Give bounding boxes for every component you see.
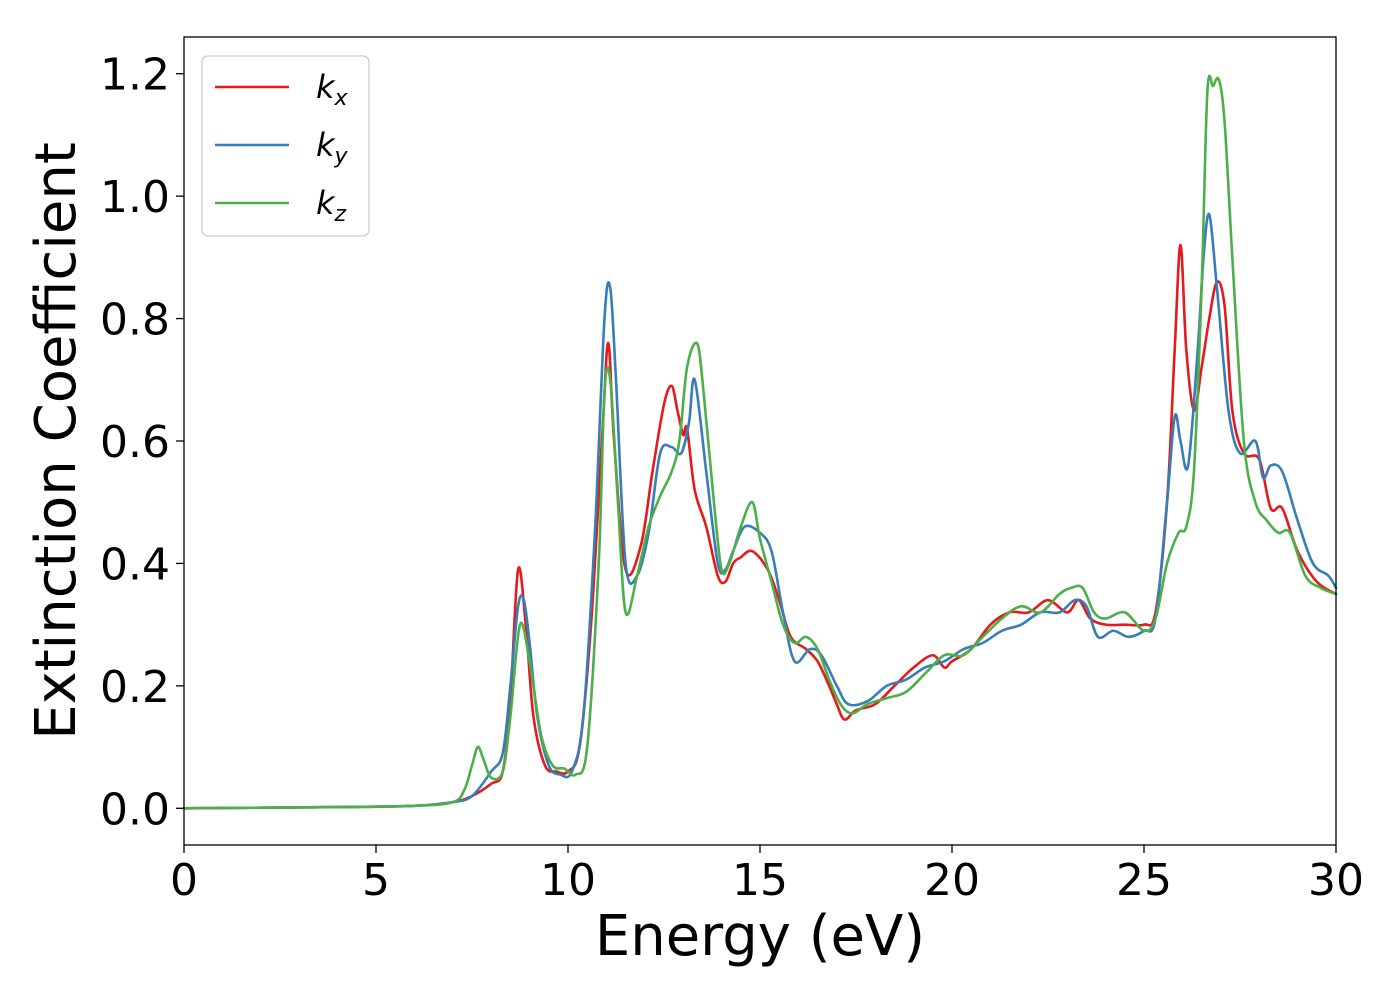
x-tick-label: 5 xyxy=(362,855,390,906)
y-tick-label: 0.2 xyxy=(100,662,170,713)
x-tick-label: 25 xyxy=(1116,855,1172,906)
x-axis-ticks: 0 5 10 15 20 25 30 xyxy=(170,845,1364,906)
y-tick-label: 0.0 xyxy=(100,784,170,835)
y-tick-label: 0.6 xyxy=(100,417,170,468)
x-axis-title: Energy (eV) xyxy=(595,904,925,969)
series-layer xyxy=(182,74,1338,810)
x-tick-label: 20 xyxy=(924,855,980,906)
series-line-kz xyxy=(182,74,1338,810)
x-tick-label: 15 xyxy=(732,855,788,906)
y-axis-title: Extinction Coefficient xyxy=(24,142,89,740)
y-tick-label: 1.2 xyxy=(100,50,170,101)
y-tick-label: 1.0 xyxy=(100,172,170,223)
y-tick-label: 0.4 xyxy=(100,539,170,590)
y-tick-label: 0.8 xyxy=(100,295,170,346)
x-tick-label: 30 xyxy=(1308,855,1364,906)
y-axis-ticks: 0.0 0.2 0.4 0.6 0.8 1.0 1.2 xyxy=(100,50,184,835)
x-tick-label: 10 xyxy=(540,855,596,906)
series-line-kx xyxy=(182,243,1338,810)
x-tick-label: 0 xyxy=(170,855,198,906)
